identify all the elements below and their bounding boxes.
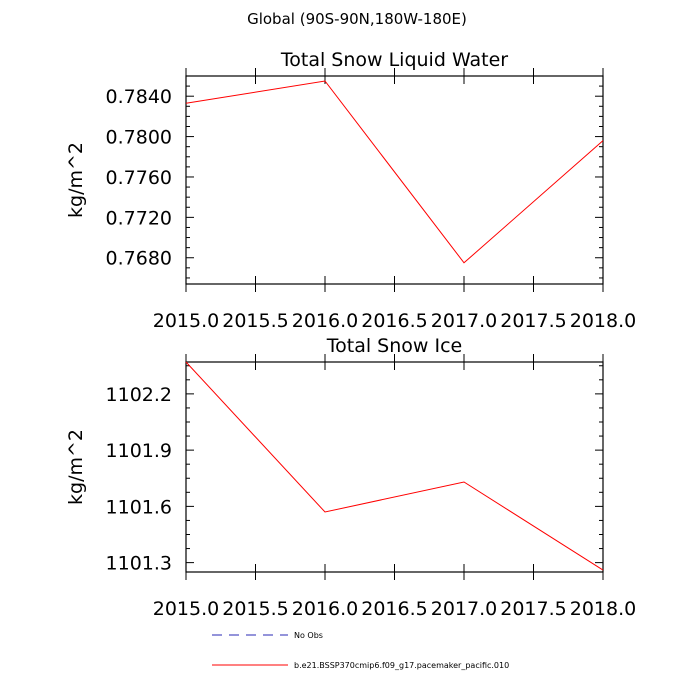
x-tick-label: 2016.5 (361, 598, 427, 620)
legend-label: No Obs (294, 631, 323, 640)
y-tick-label: 0.7840 (106, 86, 172, 108)
x-tick-label: 2017.5 (500, 598, 566, 620)
y-tick-label: 0.7720 (106, 207, 172, 229)
panel-title: Total Snow Ice (326, 335, 462, 357)
x-tick-label: 2015.0 (153, 598, 219, 620)
y-tick-label: 1101.9 (106, 440, 172, 462)
legend-label: b.e21.BSSP370cmip6.f09_g17.pacemaker_pac… (294, 661, 509, 670)
x-tick-label: 2016.0 (292, 310, 358, 332)
y-tick-label: 1101.3 (106, 553, 172, 575)
x-tick-label: 2018.0 (570, 310, 636, 332)
series-line (185, 361, 604, 571)
y-axis-label: kg/m^2 (65, 429, 87, 505)
x-tick-label: 2018.0 (570, 598, 636, 620)
chart-panel-1: Total Snow Liquid Water kg/m^2 2015.0 2015.… (65, 49, 636, 332)
x-tick-label: 2017.0 (431, 310, 497, 332)
y-tick-label: 1101.6 (106, 496, 172, 518)
x-tick-label: 2016.5 (361, 310, 427, 332)
figure-suptitle: Global (90S-90N,180W-180E) (247, 10, 467, 28)
y-tick-label: 1102.2 (106, 384, 172, 406)
x-tick-label: 2017.0 (431, 598, 497, 620)
x-tick-label: 2017.5 (500, 310, 566, 332)
y-tick-label: 0.7680 (106, 248, 172, 270)
y-tick-label: 0.7800 (106, 127, 172, 149)
y-tick-label: 0.7760 (106, 167, 172, 189)
chart-legend: No Obs b.e21.BSSP370cmip6.f09_g17.pacemak… (212, 631, 509, 670)
plot-frame (185, 75, 604, 285)
y-axis-label: kg/m^2 (65, 142, 87, 218)
x-tick-label: 2016.0 (292, 598, 358, 620)
x-tick-label: 2015.5 (222, 310, 288, 332)
x-tick-label: 2015.5 (222, 598, 288, 620)
panel-title: Total Snow Liquid Water (280, 49, 508, 71)
plot-frame (185, 361, 604, 573)
series-line (185, 80, 604, 264)
x-tick-label: 2015.0 (153, 310, 219, 332)
